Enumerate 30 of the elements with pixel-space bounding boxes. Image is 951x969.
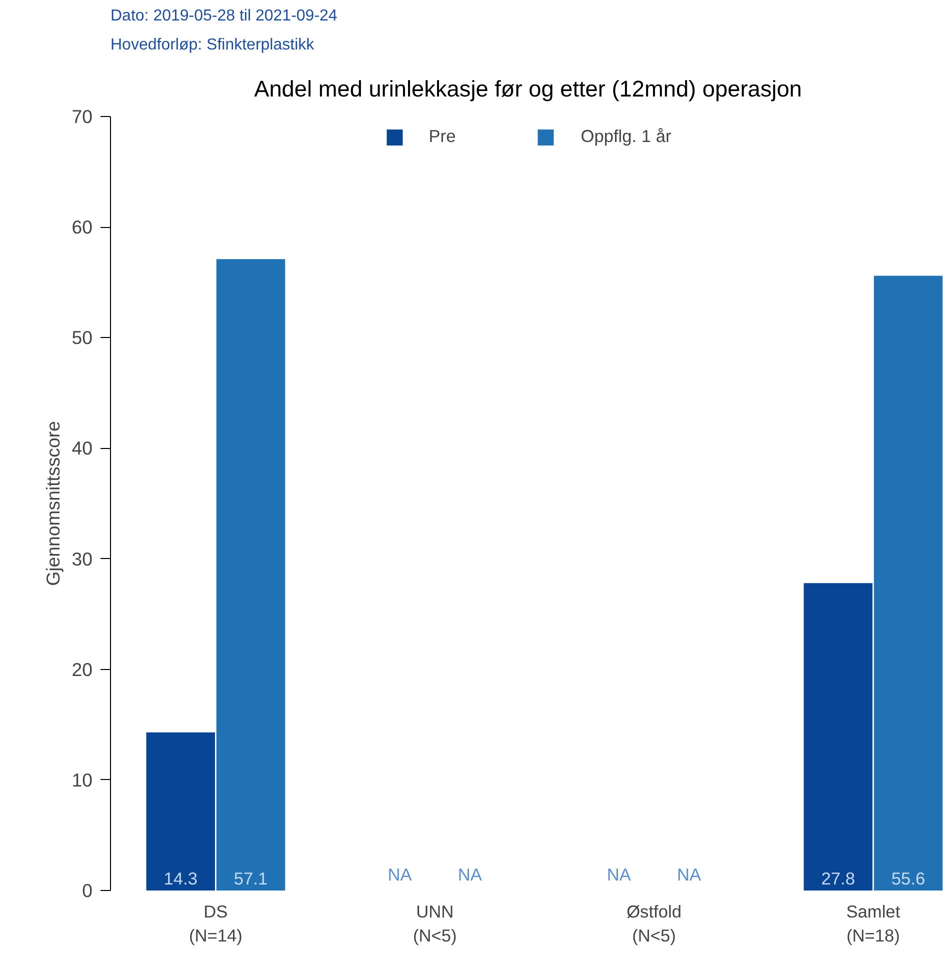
bar [874,276,943,890]
y-tick-label: 20 [72,658,93,680]
bar [804,583,872,890]
y-axis-title: Gjennomsnittsscore [42,421,64,586]
x-tick-label: Østfold (N<5) [626,902,682,946]
data-label: 55.6 [891,868,926,888]
text: NA [458,864,482,884]
bar [146,732,215,890]
y-tick-label: 40 [72,438,93,459]
legend-label: Pre [428,126,456,147]
text: Hovedforløp: Sfinkterplastikk [110,36,316,54]
legend-label: Oppflg. 1 år [580,126,672,147]
data-label: 27.8 [821,868,855,888]
data-label: 14.3 [164,868,198,888]
text: NA [388,864,412,884]
text: NA [606,864,631,884]
y-tick-label: 70 [72,106,93,127]
y-tick-label: 50 [72,327,93,348]
text: Dato: 2019-05-28 til 2021-09-24 [110,8,338,24]
text: NA [677,864,702,884]
y-tick-label: 60 [72,216,93,238]
y-tick-label: 30 [72,548,93,570]
bar [216,259,286,890]
x-tick-label: Samlet (N=18) [846,902,900,946]
y-tick-label: 10 [72,769,93,790]
x-tick-label: UNN (N<5) [412,902,457,946]
y-tick-label: 0 [82,880,93,901]
x-tick-label: DS (N=14) [188,902,242,946]
chart-title: Andel med urinlekkasje før og etter (12mnd) operasjon [254,76,802,102]
data-label: 57.1 [234,868,268,888]
